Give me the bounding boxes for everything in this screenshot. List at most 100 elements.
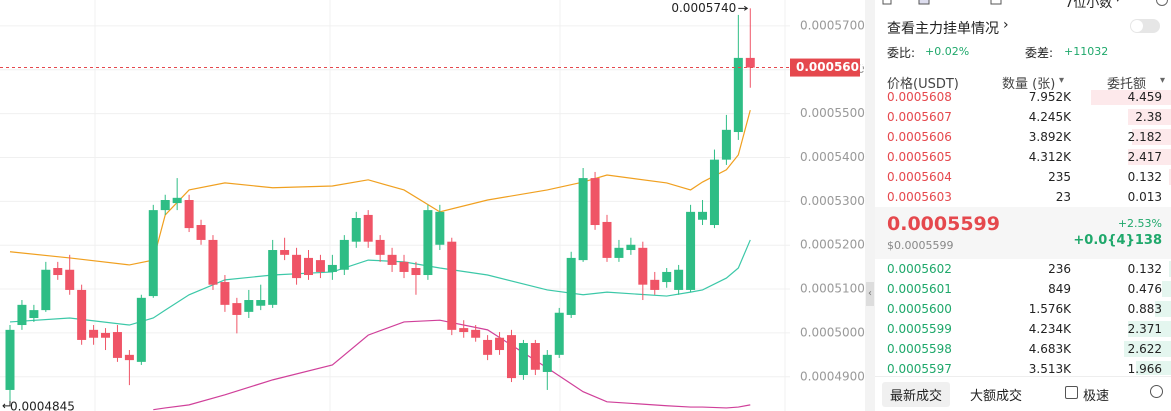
candle-body: [292, 254, 302, 279]
candle-body: [709, 159, 719, 226]
candle-body: [5, 329, 15, 390]
y-tick-label: 0.0005300: [800, 194, 865, 208]
diff-label: 委差:: [1025, 46, 1054, 60]
depth-bar: [1162, 281, 1171, 297]
price: 0.0005601: [887, 282, 952, 296]
amount: 0.476: [1127, 282, 1162, 296]
candle-body: [626, 244, 636, 251]
candle-body: [745, 57, 755, 68]
order-row[interactable]: 0.0005599 4.234K 2.371: [875, 319, 1171, 339]
order-row[interactable]: 0.0005603 23 0.013: [875, 187, 1171, 207]
candle-body: [674, 269, 684, 290]
candle-body: [232, 303, 242, 315]
candle-body: [399, 261, 409, 272]
candle-body: [208, 239, 218, 285]
main-orders-link[interactable]: 查看主力挂单情况: [887, 21, 999, 37]
tab[interactable]: 大额成交: [970, 389, 1023, 404]
column-header[interactable]: 数量 (张): [1002, 77, 1056, 92]
depth-bar: [1123, 341, 1171, 357]
amount: 4.459: [1127, 90, 1162, 104]
depth-bar: [1155, 301, 1171, 317]
column-header[interactable]: 委托额: [1107, 77, 1147, 92]
change: +2.53%: [1117, 217, 1162, 230]
max-arrow: [738, 5, 749, 11]
order-row[interactable]: 0.0005608 7.952K 4.459: [875, 90, 1171, 107]
quantity: 4.234K: [1028, 322, 1071, 336]
candle-body: [542, 354, 552, 372]
amount: 0.883: [1127, 302, 1162, 316]
order-row[interactable]: 0.0005597 3.513K 1.966: [875, 359, 1171, 375]
candle-body: [435, 211, 445, 245]
splitter[interactable]: ‹: [865, 0, 875, 411]
quantity: 3.513K: [1028, 362, 1071, 375]
candle-body: [471, 329, 481, 338]
y-tick-label: 0.0005100: [800, 282, 865, 296]
tab-active[interactable]: 最新成交: [882, 382, 951, 407]
toggle-label[interactable]: 极速: [1083, 389, 1110, 404]
depth-bar: [1131, 129, 1171, 145]
depth-bar: [1128, 321, 1171, 337]
candle-body: [483, 339, 493, 355]
amount: 1.966: [1127, 362, 1162, 375]
candle-body: [268, 250, 278, 305]
candle-body: [304, 257, 313, 276]
candle-body: [375, 239, 385, 255]
last-price-label: 0.0005605: [796, 60, 865, 74]
y-tick-label: 0.0005700: [800, 18, 865, 32]
y-tick-label: 0.0005500: [800, 106, 865, 120]
price: 0.0005607: [887, 110, 952, 124]
candle-body: [29, 310, 39, 319]
settings-icon[interactable]: [1156, 0, 1168, 6]
price: 0.0005604: [887, 170, 952, 184]
settings-icon[interactable]: [1150, 385, 1163, 398]
price: 0.0005603: [887, 190, 952, 204]
candle-body: [244, 300, 254, 312]
price: 0.0005599: [887, 322, 952, 336]
candle-body: [686, 211, 696, 290]
order-row[interactable]: 0.0005607 4.245K 2.38: [875, 107, 1171, 127]
order-row[interactable]: 0.0005600 1.576K 0.883: [875, 299, 1171, 319]
order-row[interactable]: 0.0005601 849 0.476: [875, 279, 1171, 299]
candle-body: [602, 221, 612, 258]
bids: 0.0005602 236 0.132 0.0005601 849 0.476 0.0005…: [875, 259, 1171, 375]
candle-body: [17, 304, 27, 326]
amount: 2.38: [1135, 110, 1162, 124]
quantity: 3.892K: [1028, 130, 1071, 144]
decimals-select[interactable]: 7位小数: [1065, 0, 1113, 11]
candle-body: [363, 214, 373, 242]
depth-bar: [1090, 90, 1171, 105]
price: 0.0005608: [887, 90, 952, 104]
amount: 2.371: [1127, 322, 1162, 336]
candle-body: [423, 210, 433, 276]
y-tick-label: 0.0005200: [800, 238, 865, 252]
price: 0.0005600: [887, 302, 952, 316]
order-row[interactable]: 0.0005602 236 0.132: [875, 259, 1171, 279]
checkbox[interactable]: [1065, 386, 1078, 399]
toggle[interactable]: [1130, 19, 1160, 33]
collapse-handle[interactable]: ‹: [866, 282, 874, 306]
order-row[interactable]: 0.0005605 4.312K 2.417: [875, 147, 1171, 167]
order-row[interactable]: 0.0005598 4.683K 2.622: [875, 339, 1171, 359]
sort-arrow: ▾: [1059, 75, 1065, 86]
asks: 0.0005608 7.952K 4.459 0.0005607 4.245K 2.38 0…: [875, 90, 1171, 207]
diff-value: +11032: [1064, 45, 1109, 58]
price: 0.0005605: [887, 150, 952, 164]
order-row[interactable]: 0.0005604 235 0.132: [875, 167, 1171, 187]
amount: 0.132: [1127, 170, 1162, 184]
candle-body: [112, 332, 122, 358]
amount: 2.622: [1127, 342, 1162, 356]
candle-body: [698, 211, 708, 220]
candle-body: [518, 343, 528, 376]
candle-body: [638, 247, 648, 285]
candle-body: [280, 250, 290, 255]
order-row[interactable]: 0.0005606 3.892K 2.182: [875, 127, 1171, 147]
usd-price: $0.0005599: [887, 239, 954, 252]
candle-body: [315, 260, 325, 272]
amount: 2.417: [1127, 150, 1162, 164]
candle-body: [721, 129, 731, 160]
candle-body: [554, 312, 564, 355]
toolbar-icons: [882, 0, 1002, 5]
chevron: ›: [1003, 17, 1009, 33]
candle-body: [351, 218, 361, 242]
